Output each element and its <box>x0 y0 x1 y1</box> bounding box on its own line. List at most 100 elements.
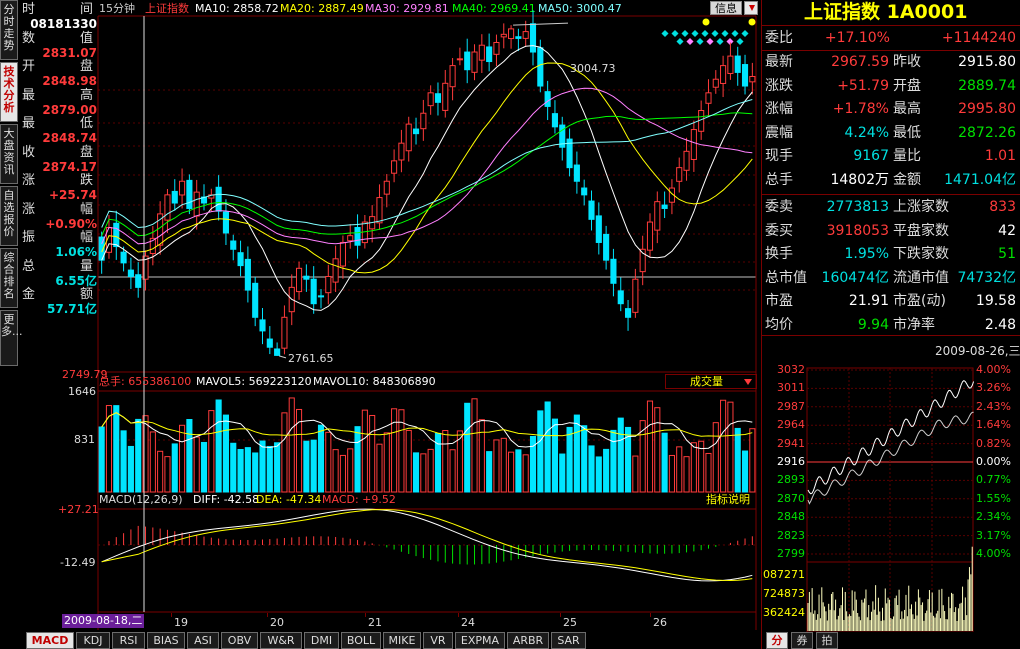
candle[interactable] <box>142 250 149 291</box>
indicator-tab-rsi[interactable]: RSI <box>112 632 145 649</box>
candle[interactable] <box>120 246 127 272</box>
indicator-tab-sar[interactable]: SAR <box>551 632 586 649</box>
indicator-tab-wr[interactable]: W&R <box>260 632 302 649</box>
right-bottom-tab-2[interactable]: 拍 <box>816 632 838 649</box>
info-mine-marker[interactable] <box>681 29 689 38</box>
period-label[interactable]: 15分钟 <box>99 2 135 15</box>
candle[interactable] <box>252 276 259 327</box>
candle[interactable] <box>127 257 134 290</box>
candle[interactable] <box>668 179 675 215</box>
intraday-mini-chart[interactable] <box>762 360 1020 632</box>
candle[interactable] <box>179 168 186 209</box>
candle[interactable] <box>712 70 719 94</box>
left-tab-5[interactable]: 更多... <box>0 310 23 366</box>
candle[interactable] <box>325 264 332 305</box>
candle[interactable] <box>427 85 434 115</box>
indicator-tab-expma[interactable]: EXPMA <box>455 632 505 649</box>
event-marker-dot[interactable] <box>702 18 710 26</box>
right-bottom-tab-0[interactable]: 分 <box>766 632 788 649</box>
candle[interactable] <box>734 46 741 86</box>
event-markers[interactable] <box>661 18 756 46</box>
info-mine-marker[interactable] <box>671 29 679 38</box>
indicator-help-link[interactable]: 指标说明 <box>706 493 750 506</box>
right-bottom-tab-1[interactable]: 券 <box>791 632 813 649</box>
candle[interactable] <box>486 33 493 72</box>
candle[interactable] <box>464 38 471 84</box>
info-dropdown-icon[interactable] <box>744 1 758 15</box>
indicator-tab-macd[interactable]: MACD <box>26 632 74 649</box>
candle[interactable] <box>434 82 442 116</box>
candle[interactable] <box>456 47 463 66</box>
candle[interactable] <box>581 179 588 206</box>
candle[interactable] <box>727 42 734 80</box>
candle[interactable] <box>98 231 105 274</box>
candle[interactable] <box>391 149 398 183</box>
candle[interactable] <box>405 116 412 162</box>
candle[interactable] <box>471 44 478 81</box>
candle[interactable] <box>412 117 420 145</box>
indicator-tab-kdj[interactable]: KDJ <box>76 632 110 649</box>
candle[interactable] <box>603 225 610 270</box>
candle[interactable] <box>515 28 522 52</box>
candle[interactable] <box>624 299 632 331</box>
candle[interactable] <box>493 34 500 67</box>
candle[interactable] <box>690 120 697 172</box>
info-mine-marker[interactable] <box>711 29 719 38</box>
info-mine-marker[interactable] <box>716 37 724 46</box>
candle[interactable] <box>610 248 617 297</box>
candle[interactable] <box>332 245 339 293</box>
candle[interactable] <box>676 157 683 193</box>
info-mine-marker[interactable] <box>696 37 704 46</box>
indicator-tab-bias[interactable]: BIAS <box>147 632 185 649</box>
left-tab-4[interactable]: 综合排名 <box>0 248 18 308</box>
candle[interactable] <box>339 235 346 279</box>
candle[interactable] <box>588 190 595 231</box>
candle[interactable] <box>566 128 573 177</box>
candle[interactable] <box>654 191 661 244</box>
candle[interactable] <box>617 277 624 312</box>
candle[interactable] <box>646 213 654 258</box>
candle[interactable] <box>508 25 515 49</box>
candle[interactable] <box>544 80 551 121</box>
candle[interactable] <box>595 202 602 255</box>
technical-chart[interactable] <box>0 0 762 632</box>
candle[interactable] <box>442 69 449 118</box>
info-mine-marker[interactable] <box>706 37 714 46</box>
info-button[interactable]: 信息 <box>710 1 742 15</box>
info-mine-marker[interactable] <box>691 29 699 38</box>
candle[interactable] <box>683 137 690 181</box>
candle[interactable] <box>222 199 230 246</box>
candle[interactable] <box>303 264 310 292</box>
candle[interactable] <box>632 268 639 318</box>
info-mine-marker[interactable] <box>686 37 694 46</box>
indicator-tab-asi[interactable]: ASI <box>187 632 219 649</box>
indicator-tab-mike[interactable]: MIKE <box>383 632 421 649</box>
indicator-tab-arbr[interactable]: ARBR <box>507 632 549 649</box>
candle[interactable] <box>529 10 537 66</box>
left-tab-3[interactable]: 自选报价 <box>0 186 18 246</box>
info-mine-marker[interactable] <box>741 29 749 38</box>
candle[interactable] <box>113 210 120 260</box>
candle[interactable] <box>317 289 325 309</box>
indicator-tab-boll[interactable]: BOLL <box>341 632 381 649</box>
info-mine-marker[interactable] <box>701 29 709 38</box>
candle[interactable] <box>186 174 193 215</box>
candle[interactable] <box>741 54 749 95</box>
info-mine-marker[interactable] <box>721 29 729 38</box>
candle[interactable] <box>573 151 580 194</box>
candle[interactable] <box>164 189 171 234</box>
candle[interactable] <box>705 79 712 117</box>
candle[interactable] <box>559 116 566 161</box>
indicator-tab-vr[interactable]: VR <box>423 632 453 649</box>
indicator-tab-obv[interactable]: OBV <box>221 632 258 649</box>
candle[interactable] <box>193 179 200 230</box>
candle[interactable] <box>383 174 390 208</box>
volume-indicator-selector[interactable]: 成交量 <box>665 374 757 389</box>
candle[interactable] <box>478 34 485 74</box>
candle[interactable] <box>310 266 317 314</box>
candle[interactable] <box>369 205 376 243</box>
candle[interactable] <box>295 261 303 300</box>
candle[interactable] <box>661 191 668 218</box>
candle[interactable] <box>449 58 456 101</box>
candle[interactable] <box>749 62 756 95</box>
